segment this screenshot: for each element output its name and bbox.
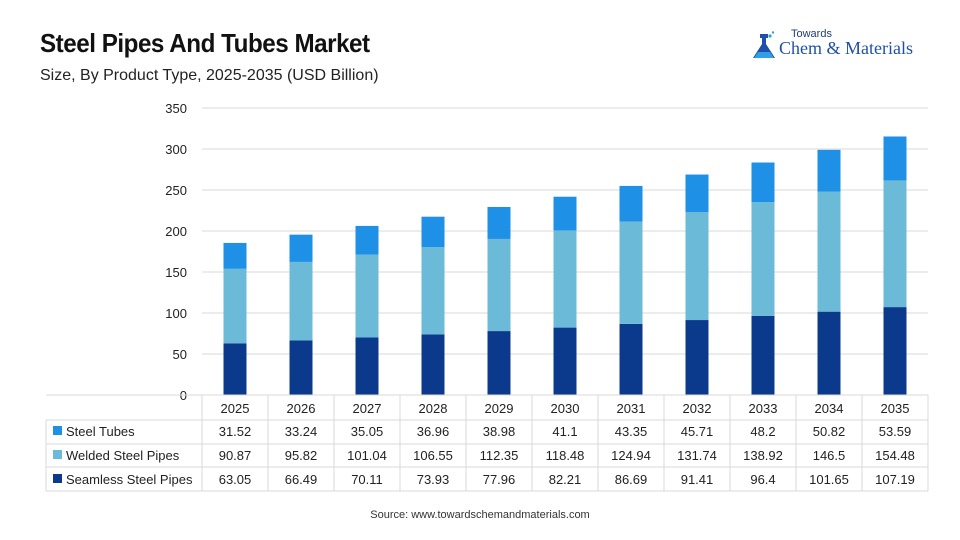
data-label: 101.65 xyxy=(809,472,849,487)
y-tick-label: 250 xyxy=(165,183,187,198)
bar-welded-steel-pipes xyxy=(289,261,313,341)
x-tick-label: 2028 xyxy=(419,401,448,416)
data-label: 38.98 xyxy=(483,424,516,439)
data-label: 107.19 xyxy=(875,472,915,487)
legend-swatch-steel-tubes xyxy=(53,426,62,435)
brand-logo: Towards Chem & Materials xyxy=(750,28,940,64)
data-label: 124.94 xyxy=(611,448,651,463)
chart-subtitle: Size, By Product Type, 2025-2035 (USD Bi… xyxy=(40,67,379,84)
x-tick-label: 2027 xyxy=(353,401,382,416)
data-label: 95.82 xyxy=(285,448,318,463)
bar-steel-tubes xyxy=(619,185,643,222)
legend-label-welded-steel-pipes: Welded Steel Pipes xyxy=(66,448,180,463)
legend-swatch-seamless-steel-pipes xyxy=(53,474,62,483)
logo-brand-text: Chem & Materials xyxy=(779,38,913,58)
y-tick-label: 200 xyxy=(165,224,187,239)
chart-title: Steel Pipes And Tubes Market xyxy=(40,28,370,58)
logo-small-text: Towards xyxy=(791,28,832,40)
source-note: Source: www.towardschemandmaterials.com xyxy=(370,509,590,521)
data-label: 70.11 xyxy=(351,472,383,487)
y-tick-label: 300 xyxy=(165,142,187,157)
bar-steel-tubes xyxy=(751,162,775,203)
data-label: 50.82 xyxy=(813,424,846,439)
x-tick-label: 2029 xyxy=(485,401,514,416)
data-label: 131.74 xyxy=(677,448,717,463)
legend-label-steel-tubes: Steel Tubes xyxy=(66,424,135,439)
data-label: 41.1 xyxy=(552,424,577,439)
bar-seamless-steel-pipes xyxy=(421,334,445,395)
data-label: 106.55 xyxy=(413,448,453,463)
bar-welded-steel-pipes xyxy=(223,268,247,344)
data-label: 66.49 xyxy=(285,472,318,487)
bar-steel-tubes xyxy=(817,149,841,192)
bar-welded-steel-pipes xyxy=(619,221,643,324)
data-label: 118.48 xyxy=(546,448,585,463)
data-label: 82.21 xyxy=(549,472,582,487)
bar-welded-steel-pipes xyxy=(751,202,775,316)
data-label: 73.93 xyxy=(417,472,450,487)
x-tick-label: 2031 xyxy=(617,401,646,416)
x-tick-label: 2032 xyxy=(683,401,712,416)
bar-seamless-steel-pipes xyxy=(223,343,247,395)
bar-steel-tubes xyxy=(883,136,907,181)
data-label: 48.2 xyxy=(750,424,775,439)
bar-seamless-steel-pipes xyxy=(619,323,643,395)
y-tick-label: 350 xyxy=(165,101,187,116)
x-tick-label: 2030 xyxy=(551,401,580,416)
bar-welded-steel-pipes xyxy=(355,254,379,338)
data-label: 96.4 xyxy=(750,472,775,487)
bar-seamless-steel-pipes xyxy=(289,340,313,395)
bar-welded-steel-pipes xyxy=(553,230,577,328)
bar-seamless-steel-pipes xyxy=(553,327,577,395)
bar-steel-tubes xyxy=(553,196,577,231)
bar-steel-tubes xyxy=(355,225,379,255)
x-tick-label: 2035 xyxy=(881,401,910,416)
data-label: 63.05 xyxy=(219,472,252,487)
data-label: 36.96 xyxy=(417,424,450,439)
data-label: 112.35 xyxy=(480,448,519,463)
bar-welded-steel-pipes xyxy=(685,212,709,321)
data-label: 101.04 xyxy=(347,448,387,463)
bar-seamless-steel-pipes xyxy=(487,331,511,395)
data-label: 45.71 xyxy=(681,424,714,439)
bar-steel-tubes xyxy=(223,242,247,269)
y-tick-label: 150 xyxy=(165,265,187,280)
data-label: 43.35 xyxy=(615,424,648,439)
bar-seamless-steel-pipes xyxy=(751,315,775,395)
data-label: 33.24 xyxy=(285,424,318,439)
flask-icon xyxy=(753,31,775,58)
data-label: 35.05 xyxy=(351,424,384,439)
data-label: 154.48 xyxy=(875,448,915,463)
bar-seamless-steel-pipes xyxy=(817,311,841,395)
bar-steel-tubes xyxy=(487,206,511,239)
data-label: 146.5 xyxy=(813,448,846,463)
data-label: 53.59 xyxy=(879,424,912,439)
legend-swatch-welded-steel-pipes xyxy=(53,450,62,459)
bar-steel-tubes xyxy=(421,216,445,248)
bar-steel-tubes xyxy=(289,234,313,262)
x-tick-label: 2025 xyxy=(221,401,250,416)
bar-welded-steel-pipes xyxy=(883,180,907,308)
bar-seamless-steel-pipes xyxy=(685,320,709,395)
bar-welded-steel-pipes xyxy=(421,247,445,335)
bar-seamless-steel-pipes xyxy=(883,307,907,395)
data-label: 91.41 xyxy=(681,472,714,487)
data-label: 138.92 xyxy=(743,448,783,463)
bar-welded-steel-pipes xyxy=(487,238,511,332)
x-tick-label: 2033 xyxy=(749,401,778,416)
legend-label-seamless-steel-pipes: Seamless Steel Pipes xyxy=(66,472,193,487)
data-label: 86.69 xyxy=(615,472,648,487)
x-tick-label: 2026 xyxy=(287,401,316,416)
y-tick-label: 100 xyxy=(165,306,187,321)
y-tick-label: 50 xyxy=(173,347,187,362)
data-label: 31.52 xyxy=(219,424,252,439)
data-label: 90.87 xyxy=(219,448,252,463)
bar-steel-tubes xyxy=(685,174,709,213)
bar-seamless-steel-pipes xyxy=(355,337,379,395)
data-label: 77.96 xyxy=(483,472,516,487)
bar-welded-steel-pipes xyxy=(817,191,841,312)
x-tick-label: 2034 xyxy=(815,401,844,416)
